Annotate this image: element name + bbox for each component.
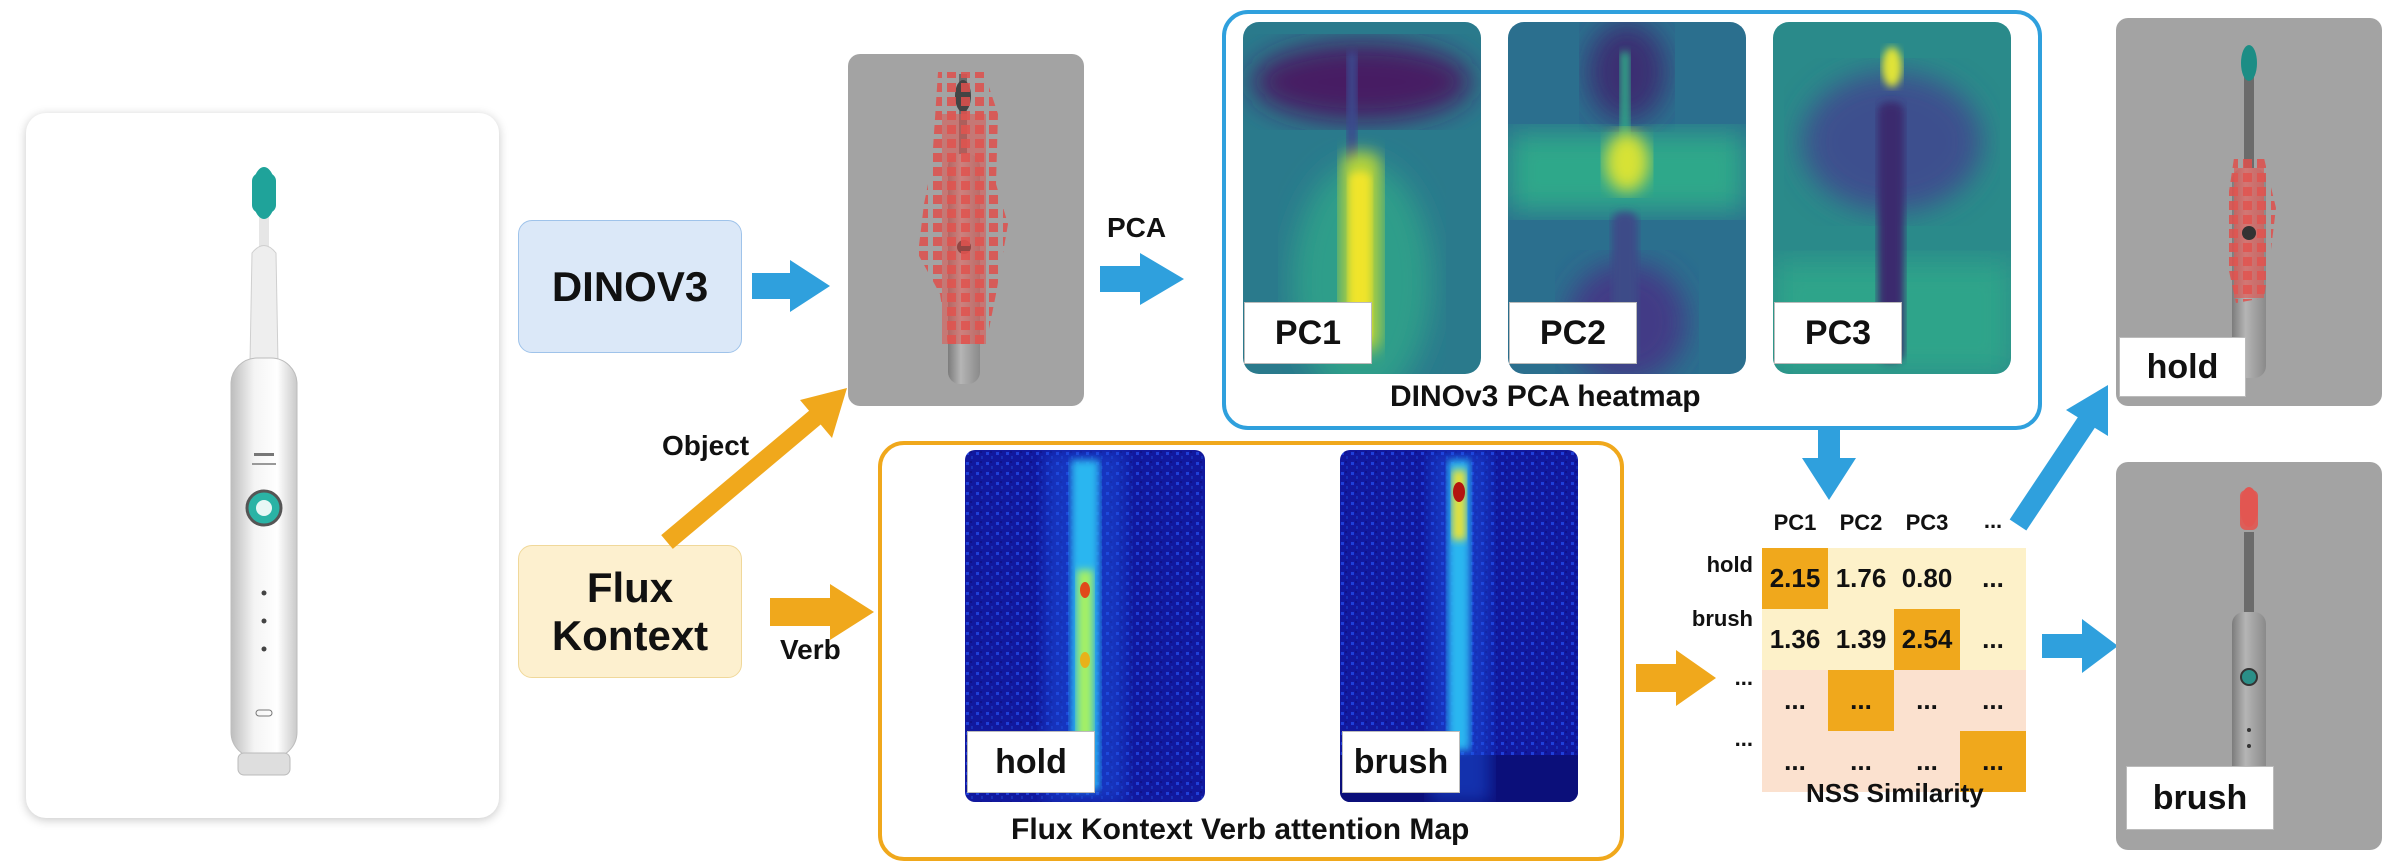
matrix-row-header: brush	[1691, 606, 1753, 631]
matrix-cell: ...	[1828, 731, 1894, 792]
blue-arrow-icon	[2009, 385, 2108, 531]
hold-output-label: hold	[2119, 337, 2246, 397]
brush-output-label: brush	[2126, 766, 2274, 830]
matrix-col-header: PC1	[1773, 510, 1817, 535]
input-image-card	[26, 113, 499, 818]
pc3-label: PC3	[1774, 302, 1902, 364]
matrix-cell: 1.39	[1828, 609, 1894, 670]
orange-arrow-icon	[1636, 650, 1716, 706]
matrix-row-header: hold	[1706, 552, 1753, 577]
matrix-cell: ...	[1960, 670, 2026, 731]
dinov3-box: DINOV3	[518, 220, 742, 353]
matrix-row-header: ...	[1734, 665, 1753, 690]
toothbrush-image	[230, 167, 298, 776]
matrix-cell: ...	[1960, 731, 2026, 792]
pca-heatmap-caption: DINOv3 PCA heatmap	[1390, 380, 1701, 413]
pca-arrow-label: PCA	[1107, 212, 1167, 243]
blue-arrow-icon	[1100, 253, 1184, 305]
matrix-cell: ...	[1828, 670, 1894, 731]
matrix-cell: 1.76	[1828, 548, 1894, 609]
hold-verb-label: hold	[967, 731, 1095, 793]
orange-arrow-icon	[770, 584, 874, 640]
matrix-cell: 0.80	[1894, 548, 1960, 609]
pca-heatmap-panel	[1222, 10, 2042, 430]
matrix-col-header: PC3	[1905, 510, 1949, 535]
pc2-label: PC2	[1509, 302, 1637, 364]
matrix-cell: 2.15	[1762, 548, 1828, 609]
object-arrow-label: Object	[662, 430, 750, 461]
matrix-cell: ...	[1894, 670, 1960, 731]
matrix-cell: 1.36	[1762, 609, 1828, 670]
matrix-col-header: PC2	[1839, 510, 1883, 535]
blue-arrow-icon	[752, 260, 830, 312]
matrix-cell: ...	[1762, 731, 1828, 792]
verb-arrow-label: Verb	[780, 634, 841, 665]
matrix-row-header: ...	[1734, 726, 1753, 751]
flux-kontext-label: Flux Kontext	[551, 563, 709, 659]
orange-arrow-icon	[661, 388, 847, 549]
matrix-cell: ...	[1960, 609, 2026, 670]
matrix-cell: 2.54	[1894, 609, 1960, 670]
brush-verb-label: brush	[1342, 731, 1460, 793]
nss-similarity-caption: NSS Similarity	[1806, 778, 1984, 808]
dinov3-label: DINOV3	[551, 262, 709, 310]
matrix-cell: ...	[1894, 731, 1960, 792]
object-mask-image	[848, 54, 1084, 406]
pc1-label: PC1	[1244, 302, 1372, 364]
flux-kontext-box: Flux Kontext	[518, 545, 742, 678]
verb-attention-panel	[878, 441, 1624, 861]
matrix-cell: ...	[1762, 670, 1828, 731]
blue-arrow-icon	[2042, 619, 2118, 673]
matrix-cell: ...	[1960, 548, 2026, 609]
nss-similarity-matrix: PC1 PC2 PC3 ... hold brush ... ... 2.15 1…	[1666, 500, 2046, 800]
matrix-col-header: ...	[1983, 508, 2003, 533]
blue-arrow-icon	[1802, 428, 1856, 500]
verb-attention-caption: Flux Kontext Verb attention Map	[1011, 813, 1470, 846]
